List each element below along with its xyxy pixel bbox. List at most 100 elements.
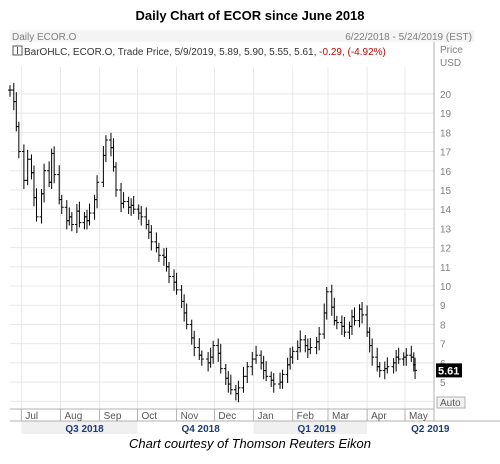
ohlc-bar <box>280 369 285 389</box>
ohlc-bar <box>11 82 16 111</box>
price-bars <box>8 82 418 403</box>
ohlc-bar <box>82 212 87 230</box>
ohlc-bar <box>261 355 266 380</box>
y-tick-label: 16 <box>440 167 452 178</box>
ohlc-bar <box>349 309 354 336</box>
quarter-label: Q1 2019 <box>298 424 337 435</box>
ohlc-bar <box>216 338 221 362</box>
ohlc-bar <box>409 345 414 362</box>
ohlc-bar <box>360 301 365 324</box>
legend-ohlc: 5/9/2019, 5.89, 5.90, 5.55, 5.61, <box>175 47 320 58</box>
y-tick-label: 18 <box>440 128 452 139</box>
ohlc-bar <box>385 357 390 374</box>
chart-header: Daily ECOR.O 6/22/2018 - 5/24/2019 (EST) P… <box>10 30 474 409</box>
legend-change: -0.29, (-4.92%) <box>319 47 386 58</box>
ohlc-bar <box>31 165 36 207</box>
price-label: Price <box>440 45 463 56</box>
ohlc-bar <box>172 269 177 291</box>
last-price-text: 5.61 <box>438 365 459 377</box>
ohlc-bar <box>264 361 269 382</box>
ohlc-bar <box>184 303 189 330</box>
ohlc-bar <box>391 358 396 374</box>
ohlc-bar <box>119 182 124 213</box>
currency-label: USD <box>440 58 461 69</box>
ohlc-bar <box>342 316 347 337</box>
ohlc-bar <box>25 149 30 186</box>
ohlc-bar <box>208 347 213 368</box>
ohlc-bar <box>370 338 375 366</box>
ohlc-bar <box>167 262 171 284</box>
auto-button-label[interactable]: Auto <box>440 398 461 409</box>
ohlc-bar <box>49 148 54 190</box>
legend-series: BarOHLC, ECOR.O, Trade Price, <box>24 47 175 58</box>
ohlc-bar <box>357 304 362 328</box>
ohlc-bar <box>131 195 136 214</box>
ohlc-bar <box>404 348 409 366</box>
ohlc-bar <box>322 303 327 339</box>
ohlc-bar <box>95 175 100 209</box>
x-tick-label: Dec <box>218 411 236 422</box>
ohlc-bar <box>259 350 264 370</box>
ohlc-bar <box>332 297 337 326</box>
ohlc-bar <box>250 351 255 376</box>
x-tick-label: Apr <box>371 411 387 422</box>
ohlc-bar <box>396 347 401 364</box>
ohlc-bar <box>314 336 319 355</box>
auto-scale-button[interactable]: Auto <box>436 396 466 409</box>
ohlc-bar <box>192 330 197 357</box>
ohlc-bar <box>121 192 126 209</box>
x-tick-label: Nov <box>181 411 199 422</box>
quarter-bands <box>21 421 434 434</box>
ohlc-bar <box>245 361 250 384</box>
ohlc-bar <box>271 373 276 393</box>
symbol-label: Daily ECOR.O <box>12 32 77 43</box>
y-tick-label: 5 <box>440 378 446 389</box>
ohlc-bar <box>334 315 339 330</box>
info-strip <box>10 30 474 42</box>
ohlc-bar <box>21 144 26 190</box>
ohlc-bar <box>290 346 295 364</box>
ohlc-bar <box>298 330 303 353</box>
ohlc-bar <box>87 203 92 226</box>
ohlc-bar <box>352 307 357 326</box>
ohlc-bar <box>103 135 108 163</box>
y-tick-label: 7 <box>440 340 446 351</box>
ohlc-bar <box>8 85 12 97</box>
ohlc-bar <box>154 232 159 253</box>
ohlc-bar <box>269 371 274 387</box>
x-tick-label: Aug <box>64 411 82 422</box>
y-tick-label: 17 <box>440 148 452 159</box>
ohlc-bar <box>189 319 194 345</box>
chart-title: Daily Chart of ECOR since June 2018 <box>135 8 365 23</box>
x-tick-label: Jul <box>25 411 38 422</box>
ohlc-bar <box>108 132 113 157</box>
ohlc-bar <box>92 194 97 220</box>
ohlc-bar <box>233 384 238 401</box>
ohlc-bar <box>52 146 57 184</box>
legend-text: BarOHLC, ECOR.O, Trade Price, 5/9/2019, … <box>24 47 386 58</box>
ohlc-bar <box>413 357 418 380</box>
ohlc-bar <box>339 315 344 336</box>
ohlc-bar <box>324 286 329 320</box>
y-tick-label: 20 <box>440 90 452 101</box>
ohlc-bar <box>317 326 322 351</box>
bar-series-icon <box>12 45 23 56</box>
ohlc-bar <box>164 247 169 272</box>
ohlc-bar <box>211 340 216 364</box>
ohlc-bar <box>114 162 118 197</box>
y-tick-label: 9 <box>440 301 446 312</box>
x-tick-label: Mar <box>332 411 350 422</box>
x-tick-label: Feb <box>297 411 315 422</box>
last-price-tag <box>436 363 462 378</box>
quarter-band <box>21 421 138 434</box>
ohlc-bar <box>129 198 134 216</box>
x-tick-label: Oct <box>141 411 157 422</box>
ohlc-bar <box>218 343 223 374</box>
ohlc-bar <box>375 347 380 372</box>
ohlc-bar <box>64 200 69 230</box>
auto-button-frame[interactable] <box>436 396 466 409</box>
ohlc-bar <box>156 242 161 263</box>
y-tick-label: 8 <box>440 320 446 331</box>
ohlc-bar <box>197 338 202 361</box>
